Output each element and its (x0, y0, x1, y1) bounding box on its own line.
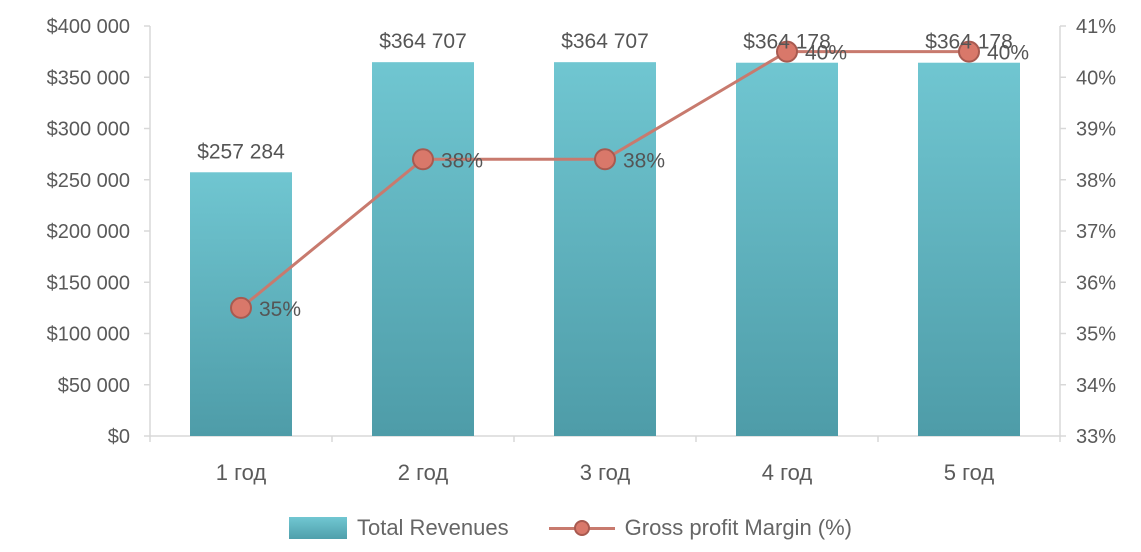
y-left-tick-label: $350 000 (47, 67, 130, 89)
y-right-tick-label: 37% (1076, 221, 1116, 243)
margin-point-label: 38% (441, 149, 483, 172)
legend-label-revenues: Total Revenues (356, 515, 509, 540)
y-right-tick-label: 35% (1076, 324, 1116, 346)
margin-point-label: 38% (623, 149, 665, 172)
revenue-bar (736, 62, 838, 436)
revenue-bar-label: $257 284 (197, 140, 285, 163)
combo-chart: $0 $50 000 $100 000 $150 000 $200 000 $250 00… (47, 16, 1117, 485)
margin-point (594, 148, 616, 171)
legend-item-margin: Gross profit Margin (%) (548, 515, 853, 541)
y-left-tick-label: $250 000 (47, 170, 130, 192)
y-left-tick-label: $150 000 (47, 272, 130, 294)
x-tick-label: 2 год (398, 460, 449, 485)
y-right-tick-label: 40% (1076, 67, 1116, 89)
y-right-tick-label: 39% (1076, 119, 1116, 141)
revenue-bar (554, 62, 656, 436)
x-tick-label: 4 год (762, 460, 813, 485)
revenue-bar-label: $364 178 (743, 31, 831, 54)
y-left-tick-label: $300 000 (47, 119, 130, 141)
y-right-tick-label: 34% (1076, 375, 1116, 397)
y-left-tick-label: $200 000 (47, 221, 130, 243)
x-tick-label: 1 год (216, 460, 267, 485)
y-left-tick-label: $400 000 (47, 16, 130, 38)
revenue-bar-label: $364 178 (925, 31, 1013, 54)
margin-point-label: 40% (987, 42, 1029, 65)
y-left-tick-label: $100 000 (47, 324, 130, 346)
revenue-bar (918, 62, 1020, 436)
legend-label-margin: Gross profit Margin (%) (624, 515, 853, 540)
chart-legend: Total Revenues Gross profit Margin (%) (0, 508, 1141, 548)
margin-point (958, 40, 980, 63)
revenue-bar (372, 62, 474, 436)
legend-swatch-bar (288, 517, 347, 539)
margin-point (776, 40, 798, 63)
revenue-bar-label: $364 707 (561, 30, 649, 53)
legend-item-revenues: Total Revenues (288, 515, 509, 541)
margin-point-label: 40% (805, 42, 847, 65)
margin-point-label: 35% (259, 298, 301, 321)
x-tick-label: 3 год (580, 460, 631, 485)
margin-point (412, 148, 434, 171)
x-tick-label: 5 год (944, 460, 995, 485)
margin-point (230, 296, 252, 319)
y-right-tick-label: 36% (1076, 272, 1116, 294)
y-left-tick-label: $50 000 (58, 375, 130, 397)
y-right-tick-label: 33% (1076, 426, 1116, 448)
legend-swatch-line (548, 517, 615, 539)
y-right-tick-label: 41% (1076, 16, 1116, 38)
revenue-bar-label: $364 707 (379, 30, 467, 53)
y-right-tick-label: 38% (1076, 170, 1116, 192)
y-left-tick-label: $0 (108, 426, 130, 448)
